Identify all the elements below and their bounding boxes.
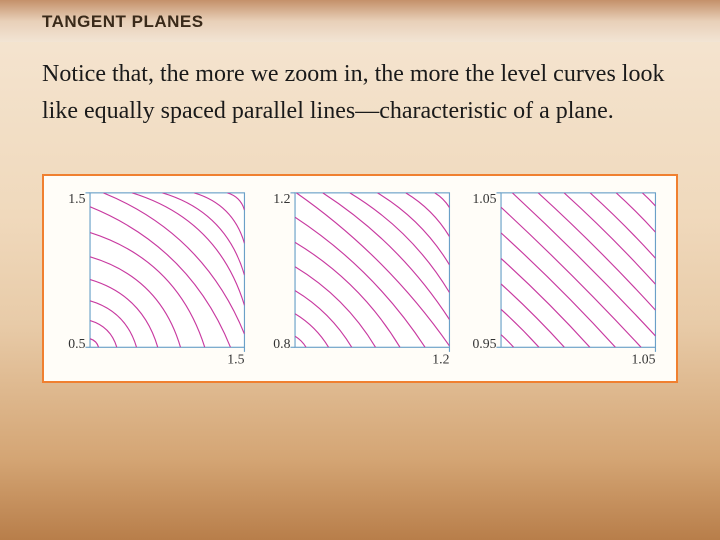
- section-title: TANGENT PLANES: [42, 12, 720, 32]
- svg-text:0.95: 0.95: [472, 337, 496, 352]
- contour-panel-1: 1.2 0.8 1.2: [263, 186, 456, 372]
- contour-panel-0: 1.5 0.5 1.5: [58, 186, 251, 372]
- svg-text:1.05: 1.05: [631, 352, 655, 367]
- svg-text:0.5: 0.5: [68, 337, 85, 352]
- svg-text:1.2: 1.2: [274, 191, 291, 206]
- slide-header: TANGENT PLANES: [0, 0, 720, 42]
- contour-panel-2: 1.05 0.95 1.05: [469, 186, 662, 372]
- svg-text:1.05: 1.05: [472, 191, 496, 206]
- body-paragraph: Notice that, the more we zoom in, the mo…: [0, 42, 720, 130]
- svg-text:1.5: 1.5: [227, 352, 244, 367]
- svg-text:1.5: 1.5: [68, 191, 85, 206]
- svg-text:1.2: 1.2: [433, 352, 450, 367]
- svg-text:0.8: 0.8: [274, 337, 291, 352]
- level-curves-figure: 1.5 0.5 1.5 1.2 0.8 1.2 1.05 0.95 1.05: [42, 174, 678, 382]
